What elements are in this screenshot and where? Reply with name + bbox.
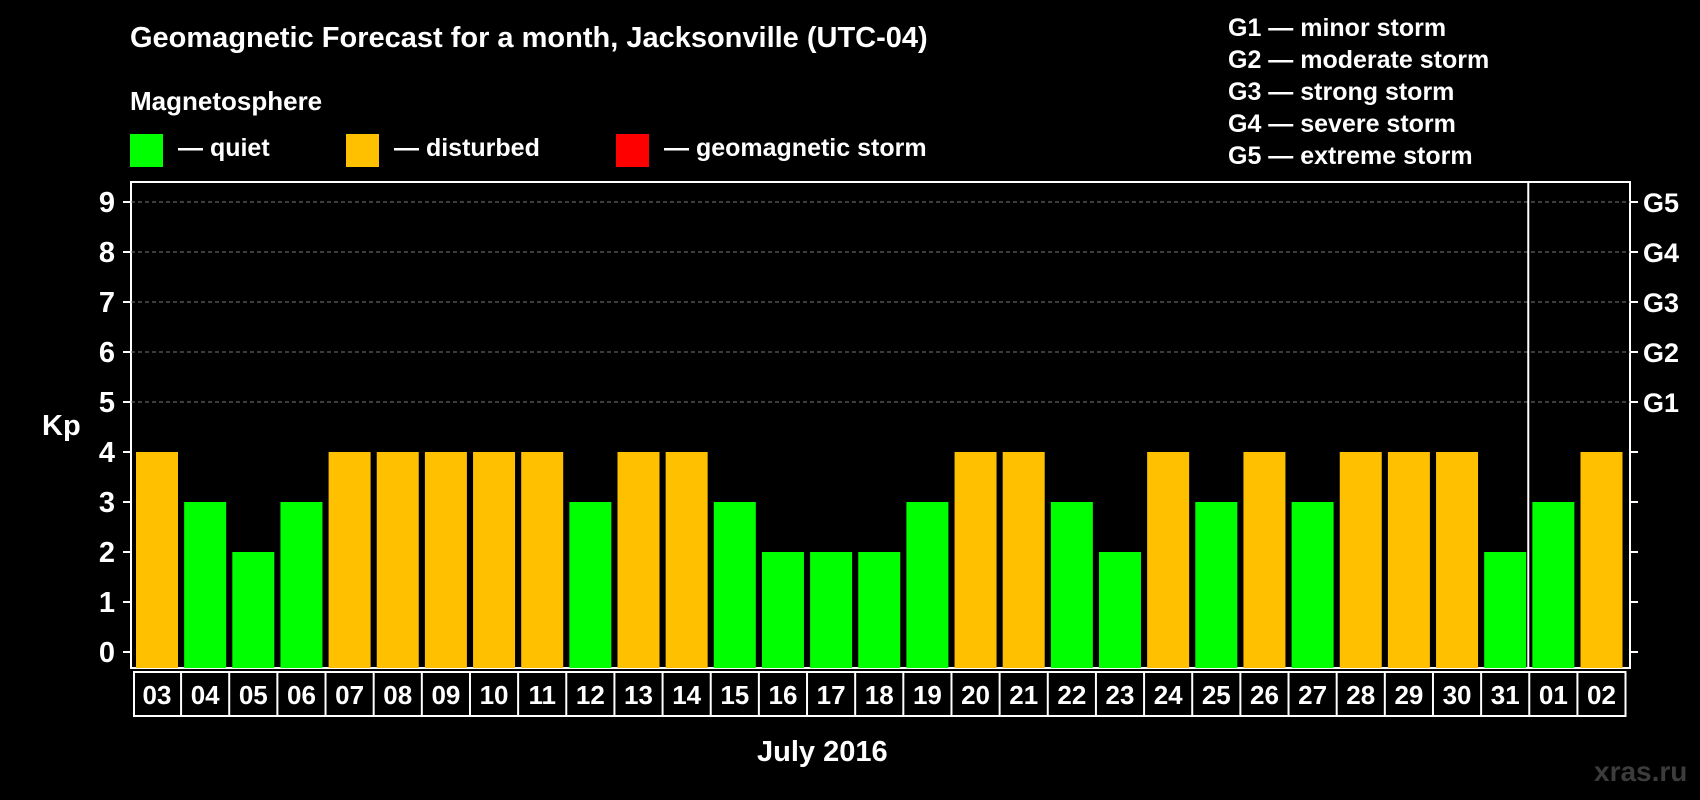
x-tick-label-16: 16 [768, 680, 797, 710]
y-tick-label-5: 5 [99, 387, 115, 419]
bar-31 [1484, 552, 1527, 668]
x-tick-label-11: 11 [528, 680, 556, 710]
legend-label-quiet: — quiet [178, 134, 270, 162]
y-axis-label: Kp [42, 410, 81, 442]
right-tick-label-g3: G3 [1643, 288, 1679, 318]
bar-05 [232, 552, 275, 668]
bar-03 [136, 452, 178, 668]
bar-01 [1532, 502, 1575, 668]
bar-11 [521, 452, 564, 668]
legend-label-storm: — geomagnetic storm [664, 134, 927, 162]
bar-09 [424, 452, 467, 668]
x-tick-label-21: 21 [1009, 680, 1038, 710]
bar-12 [569, 502, 612, 668]
storm-scale-g1: G1 — minor storm [1228, 14, 1447, 42]
x-tick-label-15: 15 [720, 680, 749, 710]
bar-19 [906, 502, 949, 668]
y-tick-label-2: 2 [99, 537, 115, 569]
bar-10 [473, 452, 516, 668]
x-tick-label-01: 01 [1539, 680, 1568, 710]
x-tick-label-08: 08 [383, 680, 412, 710]
x-axis-label: July 2016 [757, 736, 888, 768]
right-tick-label-g2: G2 [1643, 338, 1679, 368]
bar-21 [1002, 452, 1045, 668]
storm-scale-g4: G4 — severe storm [1228, 110, 1456, 138]
y-tick-label-4: 4 [99, 437, 115, 469]
bar-13 [617, 452, 660, 668]
bar-16 [761, 552, 804, 668]
x-tick-label-12: 12 [576, 680, 605, 710]
y-tick-label-8: 8 [99, 237, 115, 269]
x-tick-label-03: 03 [143, 680, 172, 710]
bar-06 [280, 502, 323, 668]
x-tick-label-29: 29 [1394, 680, 1423, 710]
x-tick-label-22: 22 [1057, 680, 1086, 710]
y-tick-label-3: 3 [99, 487, 115, 519]
x-tick-label-10: 10 [480, 680, 509, 710]
x-tick-label-13: 13 [624, 680, 653, 710]
x-tick-label-20: 20 [961, 680, 990, 710]
chart-title: Geomagnetic Forecast for a month, Jackso… [130, 22, 928, 54]
x-tick-label-04: 04 [191, 680, 220, 710]
bar-07 [328, 452, 371, 668]
bar-15 [713, 502, 756, 668]
x-tick-label-23: 23 [1106, 680, 1135, 710]
right-tick-label-g4: G4 [1643, 238, 1679, 268]
x-tick-label-05: 05 [239, 680, 268, 710]
x-tick-label-31: 31 [1491, 680, 1520, 710]
y-tick-label-1: 1 [99, 587, 115, 619]
bar-20 [954, 452, 997, 668]
right-tick-label-g1: G1 [1643, 388, 1679, 418]
bar-29 [1387, 452, 1430, 668]
bar-14 [665, 452, 708, 668]
bar-30 [1436, 452, 1479, 668]
bar-26 [1243, 452, 1286, 668]
bar-08 [376, 452, 419, 668]
bar-24 [1147, 452, 1190, 668]
bar-18 [858, 552, 901, 668]
storm-scale-g5: G5 — extreme storm [1228, 142, 1473, 170]
x-tick-label-30: 30 [1443, 680, 1472, 710]
x-tick-label-09: 09 [431, 680, 460, 710]
x-tick-label-19: 19 [913, 680, 942, 710]
bar-27 [1291, 502, 1334, 668]
bar-25 [1195, 502, 1238, 668]
x-tick-label-17: 17 [817, 680, 846, 710]
legend-swatch-disturbed [346, 134, 379, 167]
x-tick-label-02: 02 [1587, 680, 1616, 710]
y-tick-label-0: 0 [99, 637, 115, 669]
storm-scale-g2: G2 — moderate storm [1228, 46, 1490, 74]
legend-heading: Magnetosphere [130, 86, 323, 116]
x-tick-label-25: 25 [1202, 680, 1231, 710]
bar-17 [810, 552, 853, 668]
bar-02 [1580, 452, 1623, 668]
x-tick-label-26: 26 [1250, 680, 1279, 710]
x-tick-label-27: 27 [1298, 680, 1327, 710]
x-tick-label-18: 18 [865, 680, 894, 710]
x-tick-label-28: 28 [1346, 680, 1375, 710]
bar-22 [1050, 502, 1093, 668]
storm-scale-g3: G3 — strong storm [1228, 78, 1455, 106]
legend-swatch-storm [616, 134, 649, 167]
x-tick-label-14: 14 [672, 680, 701, 710]
y-tick-label-7: 7 [99, 287, 115, 319]
bar-04 [184, 502, 227, 668]
x-tick-label-06: 06 [287, 680, 316, 710]
x-label-box [133, 671, 1627, 717]
x-tick-label-24: 24 [1154, 680, 1183, 710]
x-tick-label-07: 07 [335, 680, 364, 710]
right-tick-label-g5: G5 [1643, 188, 1679, 218]
legend-swatch-quiet [130, 134, 163, 167]
bar-28 [1339, 452, 1382, 668]
legend-label-disturbed: — disturbed [394, 134, 540, 162]
bar-23 [1099, 552, 1141, 668]
watermark: xras.ru [1594, 756, 1688, 787]
y-tick-label-6: 6 [99, 337, 115, 369]
y-tick-label-9: 9 [99, 187, 115, 219]
